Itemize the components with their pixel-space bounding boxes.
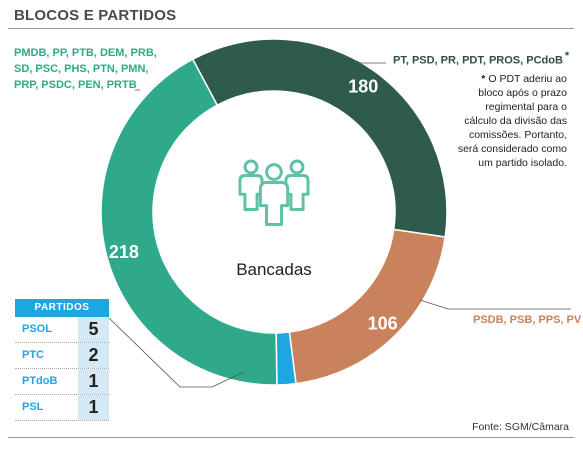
- center-label: Bancadas: [236, 260, 312, 279]
- small-parties-header: PARTIDOS: [15, 299, 109, 317]
- top-divider: [8, 28, 574, 29]
- small-party-seats: 1: [78, 395, 109, 420]
- small-party-row: PTC 2: [15, 343, 109, 369]
- bottom-divider: [8, 437, 574, 438]
- small-party-seats: 5: [78, 317, 109, 342]
- small-party-name: PTC: [22, 349, 44, 361]
- value-label: 106: [368, 314, 398, 334]
- leader-lines: [108, 60, 571, 388]
- people-group-icon: [238, 159, 310, 226]
- footnote-star: *: [481, 73, 486, 85]
- footnote: * O PDT aderiu ao bloco após o prazo regi…: [455, 72, 567, 170]
- small-parties-table: PARTIDOS PSOL 5 PTC 2 PTdoB 1 PSL 1: [15, 299, 109, 421]
- value-label: 218: [109, 242, 139, 262]
- small-party-row: PSL 1: [15, 395, 109, 421]
- leader-line-orange: [419, 299, 571, 310]
- small-party-name: PTdoB: [22, 375, 58, 387]
- leader-line-blue: [108, 317, 245, 388]
- small-party-name: PSL: [22, 401, 44, 413]
- small-party-seats: 1: [78, 369, 109, 394]
- value-label: 180: [348, 76, 378, 96]
- small-party-name: PSOL: [22, 323, 52, 335]
- dark-bloc-parties: PT, PSD, PR, PDT, PROS, PCdoB *: [393, 48, 569, 69]
- dark-bloc-label: PT, PSD, PR, PDT, PROS, PCdoB: [393, 54, 563, 67]
- donut-slices: [100, 38, 448, 386]
- small-party-row: PTdoB 1: [15, 369, 109, 395]
- slice-orange: [288, 228, 447, 385]
- footnote-text: O PDT aderiu ao bloco após o prazo regim…: [457, 73, 567, 169]
- slice-dark: [191, 38, 448, 238]
- footnote-marker: *: [564, 50, 570, 62]
- leader-line-dark: [356, 60, 386, 64]
- small-party-seats: 2: [78, 343, 109, 368]
- green-bloc-parties: PMDB, PP, PTB, DEM, PRB, SD, PSC, PHS, P…: [14, 47, 157, 91]
- small-party-row: PSOL 5: [15, 317, 109, 343]
- chart-title: BLOCOS E PARTIDOS: [14, 7, 177, 24]
- value-labels: 180 106 218: [109, 76, 398, 333]
- source-note: Fonte: SGM/Câmara: [472, 421, 569, 433]
- orange-bloc-parties: PSDB, PSB, PPS, PV: [473, 314, 582, 326]
- slice-green: [100, 58, 278, 386]
- small-parties-rows: PSOL 5 PTC 2 PTdoB 1 PSL 1: [15, 317, 109, 421]
